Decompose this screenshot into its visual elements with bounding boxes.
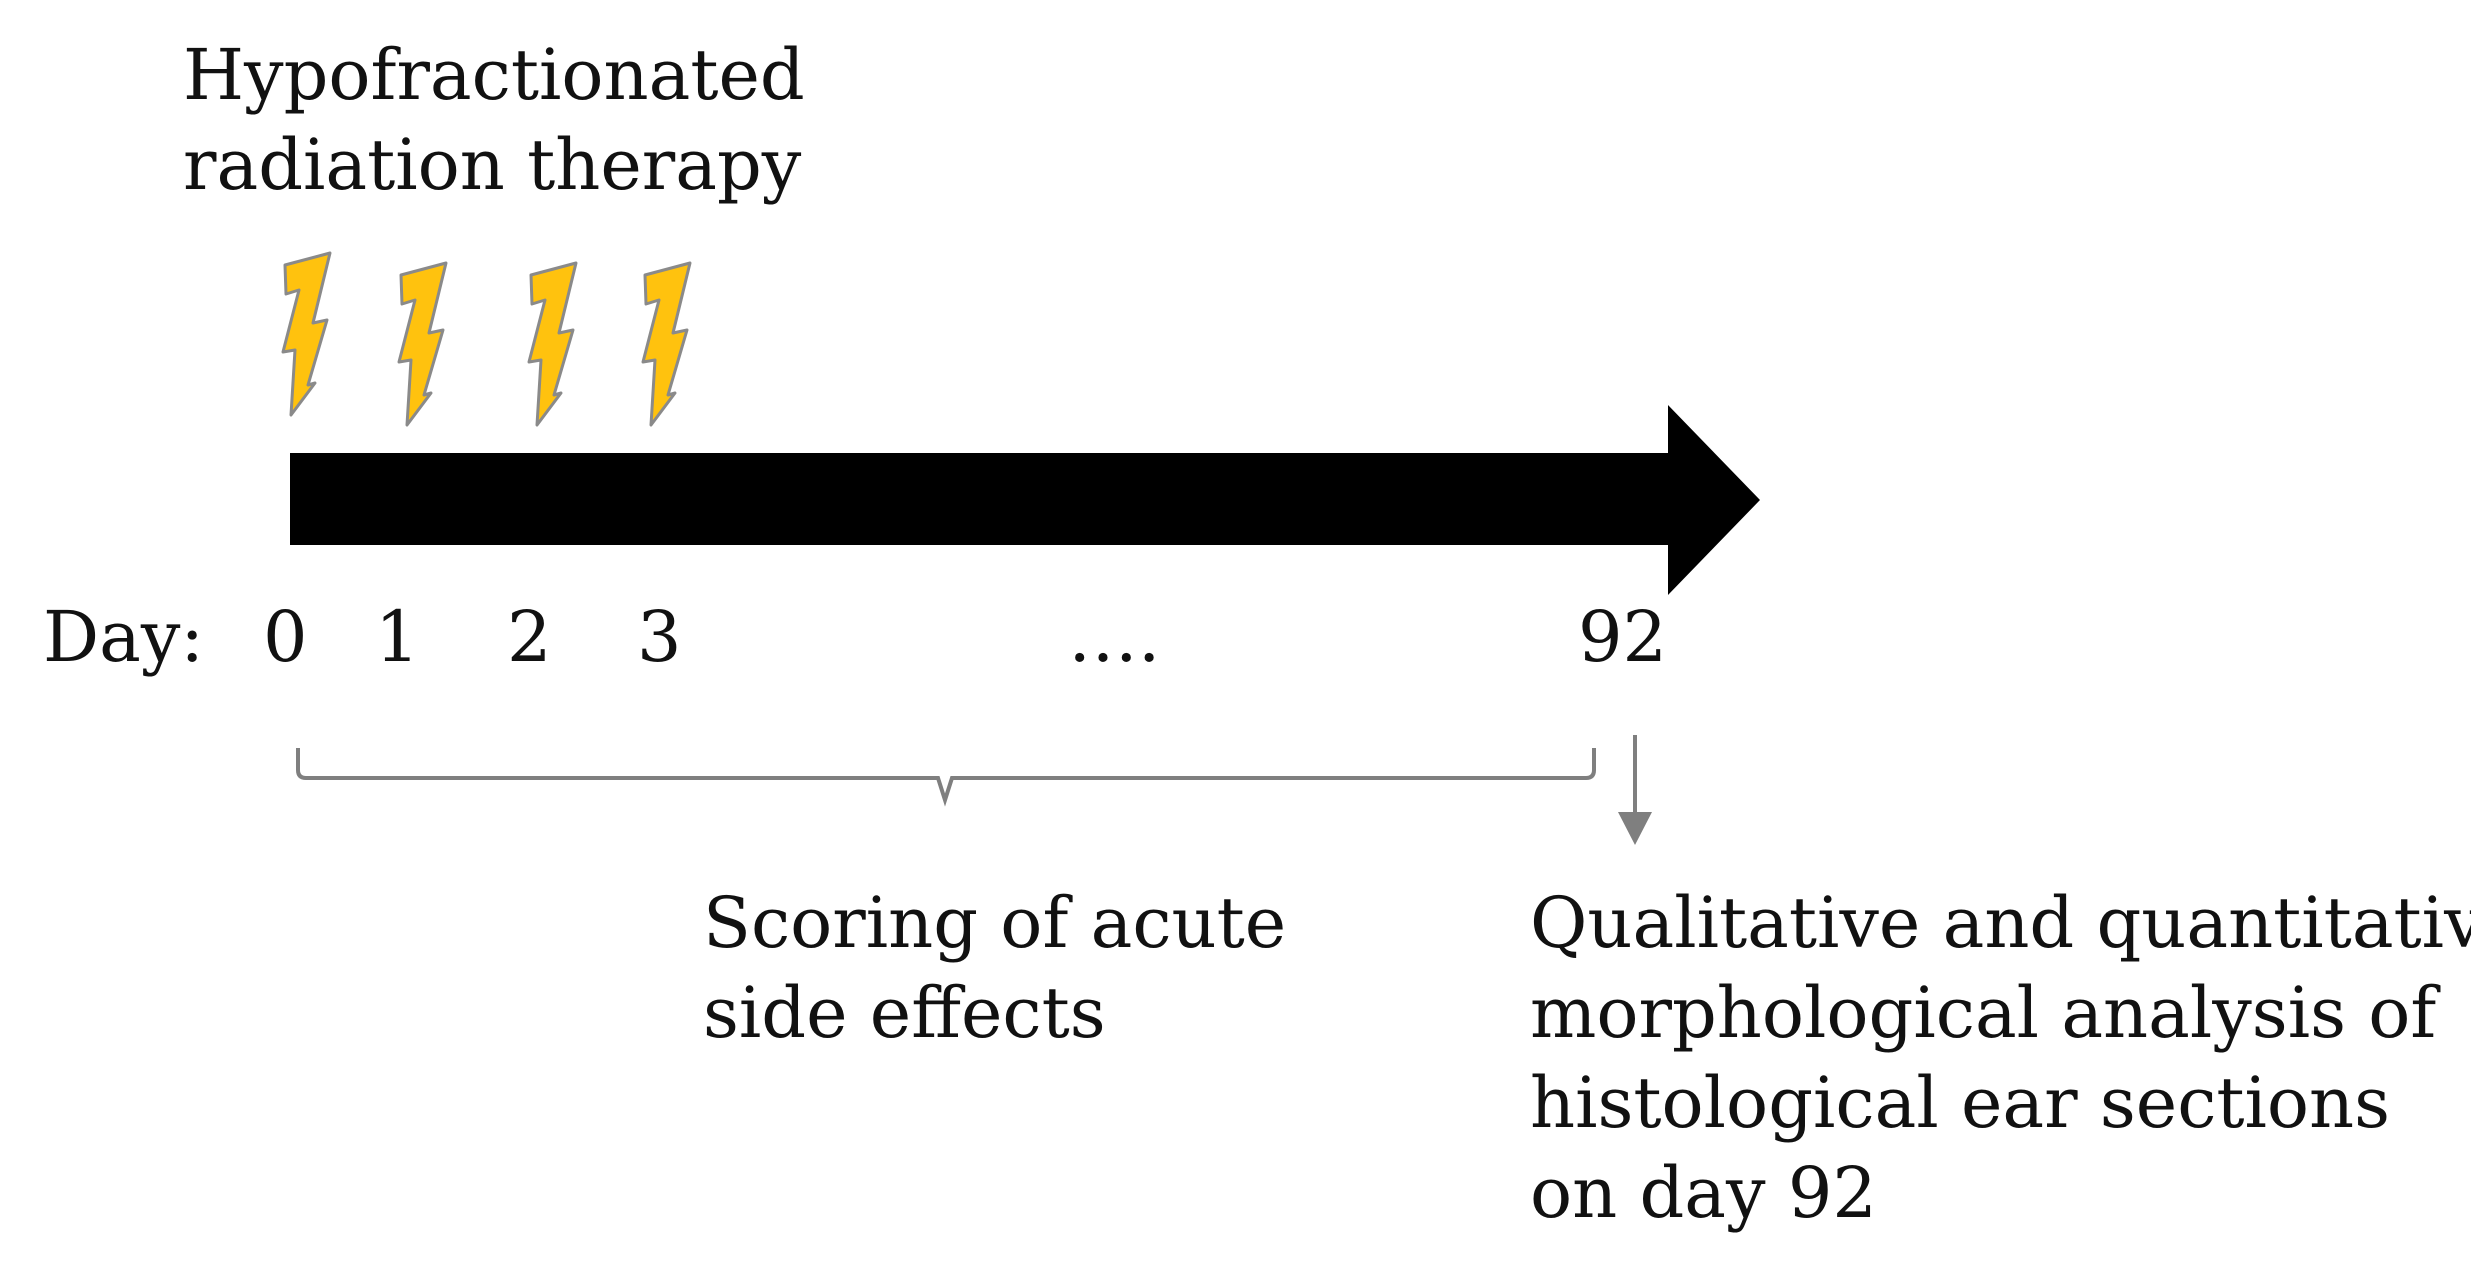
day-2-label: 2 [507,596,552,678]
lightning-bolt-icon [281,251,332,417]
analysis-line-3: histological ear sections [1530,1062,2391,1144]
day-ellipsis-label: …. [1068,596,1161,678]
scoring-label: Scoring of acute side effects [703,878,1286,1058]
radiation-therapy-label: Hypofractionated radiation therapy [183,30,805,210]
scoring-line-1: Scoring of acute [703,882,1287,964]
day-prefix-label: Day: [43,596,204,678]
analysis-line-2: morphological analysis of [1530,972,2437,1054]
lightning-bolt-icon [641,261,692,427]
analysis-line-4: on day 92 [1530,1152,1877,1234]
day-92-label: 92 [1578,596,1668,678]
day-0-label: 0 [263,596,308,678]
lightning-bolt-icon [527,261,578,427]
day-92-down-arrow [1618,735,1652,845]
day-1-label: 1 [375,596,420,678]
scoring-line-2: side effects [703,972,1106,1054]
analysis-label: Qualitative and quantitative morphologic… [1530,878,2471,1238]
radiation-bolts [281,251,692,427]
timeline-arrow [290,405,1760,595]
radiation-therapy-line-1: Hypofractionated [183,34,805,116]
analysis-line-1: Qualitative and quantitative [1530,882,2471,964]
radiation-therapy-line-2: radiation therapy [183,124,802,206]
scoring-period-bracket [296,748,1596,807]
day-3-label: 3 [637,596,682,678]
lightning-bolt-icon [397,261,448,427]
